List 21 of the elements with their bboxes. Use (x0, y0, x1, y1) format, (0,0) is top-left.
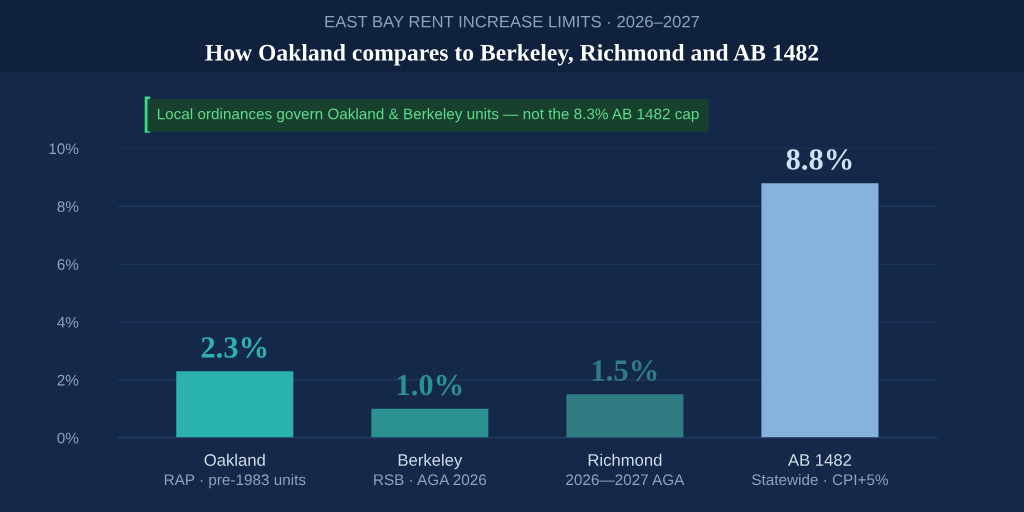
x-tick-label: Berkeley RSB · AGA 2026 (374, 453, 487, 486)
text: Local ordinances govern Oakland & Berkeley units — not the 8.3% AB 1482 cap (157, 108, 699, 123)
y-tick-label: 10% (49, 143, 79, 155)
bar (371, 408, 489, 438)
bar (176, 371, 294, 438)
chart-subtitle: EAST BAY RENT INCREASE LIMITS · 2026–2027 (325, 15, 700, 28)
y-tick-label: 8% (57, 201, 79, 213)
chart-title: How Oakland compares to Berkeley, Richmond and AB 1482 (205, 44, 819, 66)
x-tick-label: Richmond 2026—2027 AGA (566, 453, 685, 486)
y-tick-label: 0% (57, 432, 79, 444)
x-tick-label: Oakland RAP · pre-1983 units (164, 453, 306, 489)
bar (761, 183, 879, 438)
y-tick-label: 6% (57, 259, 79, 270)
y-tick-label: 2% (57, 374, 79, 386)
data-label: 1.0% (397, 374, 462, 396)
data-label: 1.5% (592, 360, 657, 382)
data-label: 2.3% (201, 337, 267, 358)
y-tick-label: 4% (57, 316, 79, 328)
bar (566, 394, 684, 438)
data-label: 8.8% (786, 149, 852, 170)
x-tick-label: AB 1482 Statewide · CPI+5% (752, 454, 888, 486)
